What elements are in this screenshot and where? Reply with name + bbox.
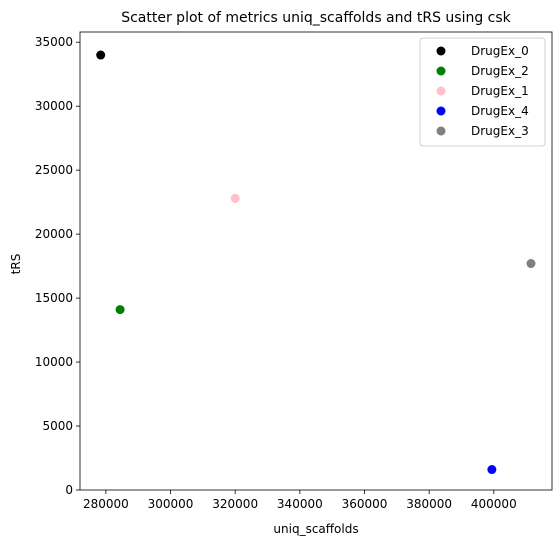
data-point [115,305,125,315]
x-axis: 280000 300000 320000 340000 360000 380000 4000… [83,490,517,511]
legend-marker [436,66,446,76]
x-tick-label: 380000 [406,497,452,511]
legend-marker [436,126,446,136]
legend-marker [436,86,446,96]
legend-label: DrugEx_0 [471,44,529,58]
data-point [526,259,536,269]
y-tick-label: 30000 [35,99,73,113]
y-axis: 0 5000 10000 15000 20000 25000 30000 35000 [35,35,80,497]
legend-label: DrugEx_1 [471,84,529,98]
x-tick-label: 340000 [277,497,323,511]
y-tick-label: 10000 [35,355,73,369]
y-tick-label: 5000 [42,419,73,433]
x-axis-label: uniq_scaffolds [273,522,358,536]
legend-label: DrugEx_4 [471,104,529,118]
y-tick-label: 35000 [35,35,73,49]
plot-area [79,31,553,491]
y-axis-label: tRS [9,254,23,275]
legend-label: DrugEx_3 [471,124,529,138]
data-point [230,193,240,203]
legend-box [419,37,546,147]
data-point [96,50,106,60]
x-tick-label: 280000 [83,497,129,511]
data-point [487,465,497,475]
data-points [96,50,536,475]
legend: DrugEx_0 DrugEx_2 DrugEx_1 DrugEx_4 DrugEx_3 [419,37,546,147]
y-tick-label: 20000 [35,227,73,241]
x-tick-label: 300000 [148,497,194,511]
legend-marker [436,106,446,116]
legend-marker [436,46,446,56]
legend-label: DrugEx_2 [471,64,529,78]
y-tick-label: 15000 [35,291,73,305]
y-tick-label: 25000 [35,163,73,177]
chart-title: Scatter plot of metrics uniq_scaffolds a… [121,10,511,26]
x-tick-label: 400000 [471,497,517,511]
x-tick-label: 320000 [212,497,258,511]
y-tick-label: 0 [65,483,73,497]
plot-frame [79,31,553,491]
x-tick-label: 360000 [342,497,388,511]
